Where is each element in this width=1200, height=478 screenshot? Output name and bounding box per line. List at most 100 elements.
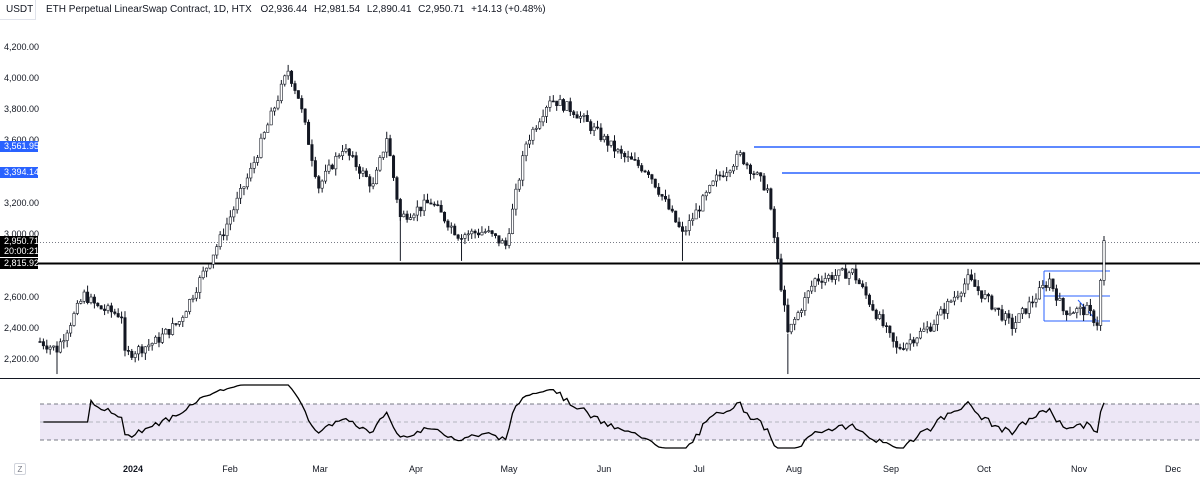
candle-body: [595, 126, 599, 129]
candle-body: [1051, 278, 1055, 290]
candle-body: [494, 233, 498, 236]
chart-header: USDT ETH Perpetual LinearSwap Contract, …: [0, 0, 1200, 22]
candle-body: [534, 127, 538, 130]
candle-body: [160, 333, 164, 343]
candle-body: [1054, 288, 1058, 301]
candle-body: [718, 174, 722, 177]
candle-body: [310, 144, 314, 161]
candle-body: [113, 311, 117, 314]
candle-body: [154, 336, 158, 344]
symbol-title[interactable]: ETH Perpetual LinearSwap Contract, 1D, H…: [46, 4, 252, 15]
candle-body: [140, 346, 144, 354]
candle-body: [816, 278, 820, 282]
candle-body: [205, 267, 209, 272]
candle-body: [1071, 312, 1075, 315]
candle-body: [908, 339, 912, 345]
candle-body: [184, 311, 188, 318]
candle-body: [602, 135, 606, 141]
candle-body: [555, 100, 559, 106]
candle-body: [772, 208, 776, 238]
candle-body: [235, 197, 239, 211]
candle-body: [650, 174, 654, 180]
candle-body: [453, 225, 457, 236]
candle-body: [398, 199, 402, 218]
tradingview-logo-icon[interactable]: Z: [14, 463, 26, 475]
candle-body: [1061, 298, 1065, 312]
candle-body: [194, 292, 198, 299]
candle-body: [262, 132, 266, 139]
candle-body: [419, 206, 423, 212]
candle-body: [640, 165, 644, 172]
candle-body: [116, 313, 120, 318]
candle-body: [670, 208, 674, 212]
rsi-band: [40, 404, 1200, 440]
candle-body: [157, 336, 161, 343]
candle-body: [925, 326, 929, 330]
candle-body: [837, 269, 841, 276]
candle-body: [52, 345, 56, 348]
candle-body: [929, 326, 933, 332]
candle-body: [997, 307, 1001, 310]
candle-body: [578, 115, 582, 119]
candle-body: [341, 151, 345, 157]
candle-body: [918, 330, 922, 339]
candle-body: [150, 343, 154, 346]
candle-body: [742, 152, 746, 165]
candle-body: [548, 100, 552, 108]
price-label-3000: 3,000.00: [4, 229, 40, 239]
candle-body: [120, 316, 124, 319]
candle-body: [45, 345, 49, 350]
candle-body: [779, 258, 783, 291]
candle-body: [623, 152, 627, 158]
candle-body: [626, 156, 630, 158]
candle-body: [735, 154, 739, 167]
candle-body: [867, 294, 871, 305]
candle-body: [796, 312, 800, 320]
candle-body: [524, 143, 528, 157]
candle-body: [687, 220, 691, 231]
candle-body: [935, 314, 939, 325]
candle-body: [109, 305, 113, 313]
candle-body: [1014, 322, 1018, 329]
time-label-jul: Jul: [693, 464, 705, 474]
candle-body: [473, 230, 477, 234]
candle-body: [803, 297, 807, 311]
price-label-2600: 2,600.00: [4, 292, 40, 302]
candle-body: [810, 285, 814, 292]
candle-body: [72, 313, 76, 326]
candle-body: [92, 296, 96, 304]
candle-body: [38, 341, 42, 343]
candle-body: [330, 164, 334, 170]
candle-body: [351, 155, 355, 157]
candle-body: [691, 218, 695, 221]
candle-body: [725, 172, 729, 177]
candle-body: [137, 346, 141, 355]
candle-body: [881, 314, 885, 326]
candle-body: [511, 208, 515, 234]
candle-body: [225, 223, 229, 237]
candle-body: [79, 300, 83, 304]
candle-body: [1027, 301, 1031, 314]
candle-body: [1020, 308, 1024, 315]
quote-currency-box[interactable]: USDT: [0, 0, 36, 20]
candle-body: [48, 346, 52, 350]
candle-body: [228, 216, 232, 225]
candle-body: [833, 275, 837, 280]
close-value: 2,950.71: [425, 4, 465, 15]
candle-body: [983, 294, 987, 299]
candle-body: [191, 297, 195, 300]
candle-body: [290, 70, 294, 84]
candle-body: [324, 170, 328, 182]
resistance-low-tag: 3,394.14: [0, 167, 39, 178]
candle-body: [538, 121, 542, 129]
candle-body: [562, 99, 566, 111]
candle-body: [378, 157, 382, 171]
candle-body: [667, 198, 671, 210]
candle-body: [517, 179, 521, 190]
candle-body: [466, 233, 470, 236]
candle-body: [786, 304, 790, 333]
candle-body: [385, 138, 389, 153]
candle-body: [990, 295, 994, 310]
candle-body: [239, 188, 243, 199]
